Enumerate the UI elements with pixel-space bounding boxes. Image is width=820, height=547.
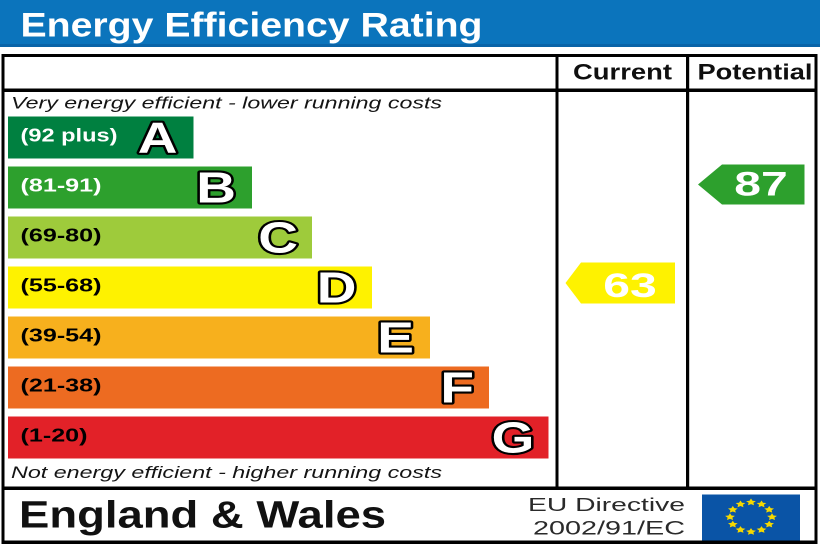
svg-text:Not energy efficient - higher: Not energy efficient - higher running co… bbox=[11, 463, 443, 482]
svg-text:England & Wales: England & Wales bbox=[19, 495, 386, 537]
svg-text:D: D bbox=[317, 264, 357, 313]
svg-text:Potential: Potential bbox=[698, 60, 813, 85]
svg-text:G: G bbox=[492, 414, 535, 463]
svg-text:Energy Efficiency Rating: Energy Efficiency Rating bbox=[21, 7, 483, 45]
svg-text:87: 87 bbox=[734, 166, 788, 204]
svg-text:(69-80): (69-80) bbox=[21, 226, 102, 246]
svg-text:F: F bbox=[440, 364, 474, 413]
svg-text:C: C bbox=[258, 214, 298, 263]
svg-text:(21-38): (21-38) bbox=[21, 376, 102, 396]
svg-text:(39-54): (39-54) bbox=[21, 326, 102, 346]
svg-text:Very energy efficient - lower: Very energy efficient - lower running co… bbox=[11, 94, 443, 113]
svg-text:(55-68): (55-68) bbox=[21, 276, 102, 296]
svg-text:B: B bbox=[196, 164, 236, 213]
svg-text:2002/91/EC: 2002/91/EC bbox=[533, 519, 685, 540]
svg-text:(81-91): (81-91) bbox=[21, 176, 102, 196]
svg-text:(1-20): (1-20) bbox=[21, 426, 88, 446]
svg-text:EU Directive: EU Directive bbox=[528, 495, 685, 515]
svg-text:63: 63 bbox=[603, 267, 657, 305]
svg-text:A: A bbox=[138, 114, 178, 163]
svg-text:E: E bbox=[377, 314, 414, 363]
svg-text:Current: Current bbox=[573, 60, 673, 85]
svg-text:(92 plus): (92 plus) bbox=[21, 126, 118, 146]
